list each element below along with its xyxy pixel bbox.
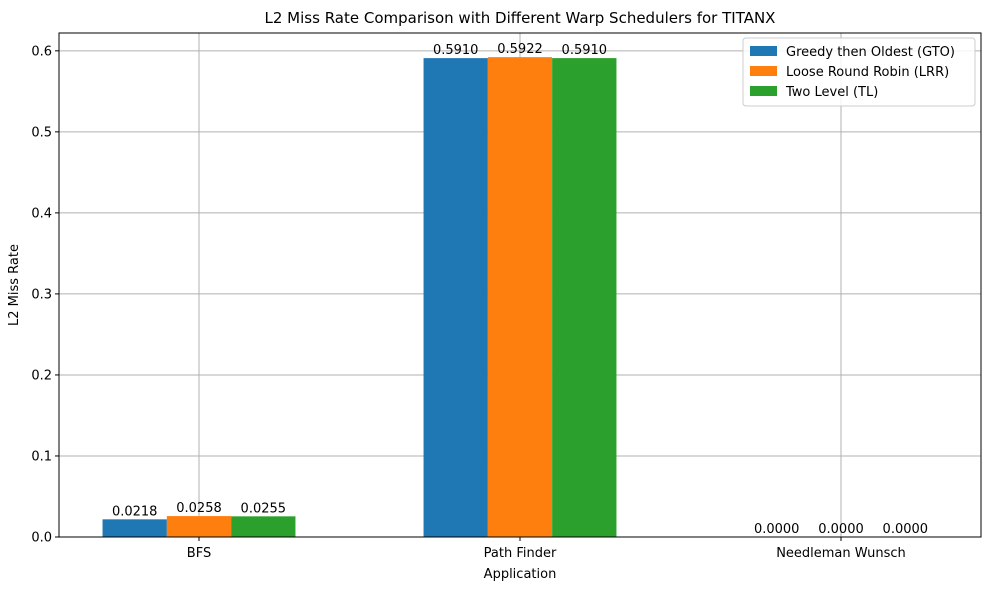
legend-label: Loose Round Robin (LRR): [786, 65, 949, 80]
bar-value-label: 0.0218: [112, 504, 158, 519]
bar-value-label: 0.5910: [562, 43, 608, 58]
legend-box: [742, 37, 976, 107]
bar-value-label: 0.0000: [754, 522, 800, 537]
legend-swatch: [750, 46, 777, 56]
legend-label: Greedy then Oldest (GTO): [786, 45, 955, 60]
bar: [166, 516, 232, 537]
bar: [102, 519, 167, 537]
bar: [487, 57, 553, 537]
bars: [102, 57, 617, 538]
y-tick-label: 0.3: [31, 287, 52, 302]
x-axis: BFS Path Finder Needleman Wunsch: [187, 537, 906, 561]
legend: Greedy then Oldest (GTO) Loose Round Robi…: [742, 37, 976, 107]
y-tick-label: 0.4: [31, 206, 52, 221]
bar-value-label: 0.0255: [241, 501, 287, 516]
x-tick-label: BFS: [187, 546, 211, 561]
bar-value-label: 0.0258: [176, 501, 222, 516]
x-tick-label: Path Finder: [484, 546, 557, 561]
y-axis-label: L2 Miss Rate: [7, 244, 22, 326]
bar-value-label: 0.5910: [433, 43, 479, 58]
y-tick-label: 0.1: [31, 449, 52, 464]
legend-label: Two Level (TL): [785, 85, 878, 100]
y-tick-label: 0.0: [31, 531, 52, 546]
y-tick-label: 0.6: [31, 44, 52, 59]
legend-swatch: [750, 66, 777, 76]
y-tick-label: 0.5: [31, 125, 52, 140]
x-tick-label: Needleman Wunsch: [776, 546, 906, 561]
legend-swatch: [750, 86, 777, 96]
chart-title: L2 Miss Rate Comparison with Different W…: [265, 9, 776, 27]
bar: [231, 516, 296, 537]
y-axis: 0.0 0.1 0.2 0.3 0.4 0.5 0.6: [31, 44, 59, 546]
bar: [552, 58, 617, 538]
bar-value-label: 0.0000: [883, 522, 929, 537]
y-tick-label: 0.2: [31, 368, 52, 383]
x-axis-label: Application: [484, 567, 557, 582]
bar: [423, 58, 488, 538]
bar-value-label: 0.0000: [818, 522, 864, 537]
bar-value-labels: 0.0218 0.0258 0.0255 0.5910 0.5922 0.5910 0.00…: [112, 42, 928, 537]
bar-value-label: 0.5922: [497, 42, 543, 57]
